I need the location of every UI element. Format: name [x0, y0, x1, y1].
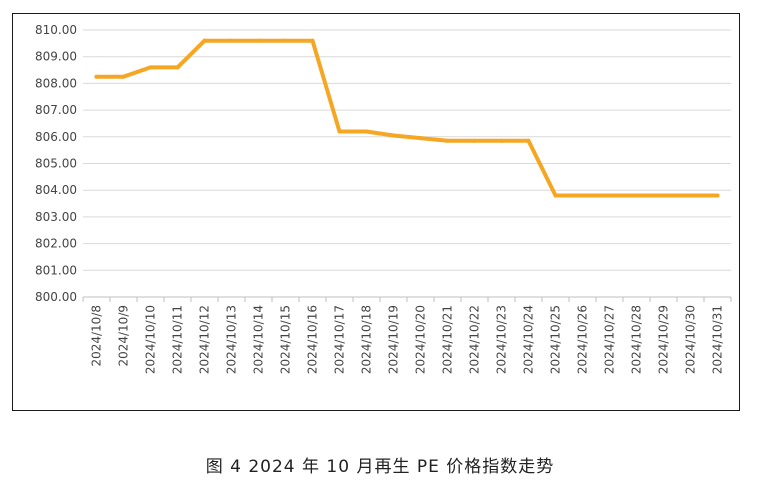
data-point — [661, 193, 666, 198]
data-point — [688, 193, 693, 198]
data-point — [310, 38, 315, 43]
data-point — [472, 138, 477, 143]
x-tick-label: 2024/10/15 — [279, 305, 293, 374]
x-tick-label: 2024/10/10 — [144, 305, 158, 374]
series-layer — [94, 38, 720, 198]
x-tick-label: 2024/10/29 — [657, 305, 671, 374]
data-point — [121, 74, 126, 79]
x-tick-label: 2024/10/22 — [468, 305, 482, 374]
y-tick-labels: 800.00 801.00 802.00 803.00 804.00 805.00 806.… — [35, 23, 77, 304]
x-tick-label: 2024/10/9 — [117, 305, 131, 367]
y-tick-label: 802.00 — [35, 237, 77, 251]
x-tick-label: 2024/10/19 — [387, 305, 401, 374]
data-point — [94, 74, 99, 79]
x-tick-label: 2024/10/8 — [90, 305, 104, 367]
x-tick-labels: 2024/10/8 2024/10/9 2024/10/10 2024/10/11 20… — [90, 305, 725, 374]
y-tick-label: 808.00 — [35, 76, 77, 90]
line-chart: 800.00 801.00 802.00 803.00 804.00 805.00 806.… — [35, 23, 732, 374]
data-point — [580, 193, 585, 198]
data-point — [229, 38, 234, 43]
data-point — [526, 138, 531, 143]
x-tick-label: 2024/10/28 — [630, 305, 644, 374]
y-tick-label: 805.00 — [35, 157, 77, 171]
data-point — [148, 65, 153, 70]
figure-caption: 图 4 2024 年 10 月再生 PE 价格指数走势 — [205, 457, 555, 477]
x-tick-label: 2024/10/21 — [441, 305, 455, 374]
x-tick-label: 2024/10/23 — [495, 305, 509, 374]
y-tick-label: 807.00 — [35, 103, 77, 117]
data-point — [202, 38, 207, 43]
data-point — [499, 138, 504, 143]
y-tick-label: 803.00 — [35, 210, 77, 224]
x-tick-label: 2024/10/26 — [576, 305, 590, 374]
chart-frame: 800.00 801.00 802.00 803.00 804.00 805.00 806.… — [12, 13, 740, 411]
x-tick-label: 2024/10/20 — [414, 305, 428, 374]
y-tick-label: 801.00 — [35, 263, 77, 277]
data-point — [445, 138, 450, 143]
x-tick-label: 2024/10/30 — [684, 305, 698, 374]
data-point — [256, 38, 261, 43]
data-point — [715, 193, 720, 198]
data-point — [337, 129, 342, 134]
x-tick-label: 2024/10/24 — [522, 305, 536, 374]
data-point — [364, 129, 369, 134]
x-tick-label: 2024/10/16 — [306, 305, 320, 374]
data-point — [607, 193, 612, 198]
y-tick-label: 810.00 — [35, 23, 77, 37]
x-tick-label: 2024/10/14 — [252, 305, 266, 374]
data-point — [418, 136, 423, 141]
data-point — [175, 65, 180, 70]
y-tick-label: 809.00 — [35, 50, 77, 64]
x-tick-label: 2024/10/12 — [198, 305, 212, 374]
x-tick-label: 2024/10/31 — [711, 305, 725, 374]
data-point — [553, 193, 558, 198]
y-tick-label: 806.00 — [35, 130, 77, 144]
x-tick-label: 2024/10/25 — [549, 305, 563, 374]
x-tick-label: 2024/10/17 — [333, 305, 347, 374]
x-tick-label: 2024/10/13 — [225, 305, 239, 374]
x-tick-label: 2024/10/18 — [360, 305, 374, 374]
x-tick-label: 2024/10/11 — [171, 305, 185, 374]
y-tick-label: 804.00 — [35, 183, 77, 197]
series-line — [94, 38, 720, 198]
y-tick-label: 800.00 — [35, 290, 77, 304]
axes — [82, 296, 732, 302]
data-point — [391, 133, 396, 138]
x-tick-label: 2024/10/27 — [603, 305, 617, 374]
data-point — [283, 38, 288, 43]
data-point — [634, 193, 639, 198]
